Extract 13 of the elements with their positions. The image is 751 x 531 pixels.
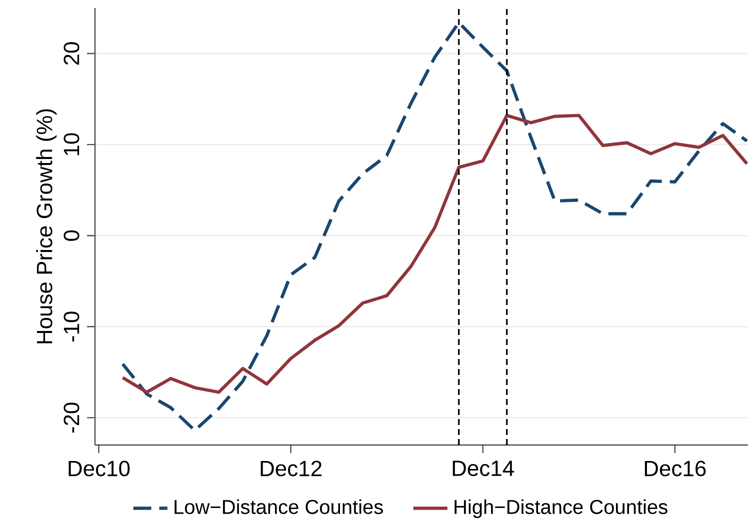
line-series [121, 114, 749, 394]
y-tick-label: -20 [64, 402, 80, 433]
y-tick-label: 20 [64, 42, 80, 65]
x-tick-label: Dec14 [452, 460, 514, 476]
x-tick-label: Dec10 [68, 460, 130, 476]
x-tick-label: Dec16 [644, 460, 706, 476]
x-tick-label: Dec12 [260, 460, 322, 476]
y-axis-title: House Price Growth (%) [36, 109, 57, 344]
legend-label: High−Distance Counties [454, 499, 668, 518]
y-tick-label: -10 [64, 312, 80, 342]
y-tick-label: 0 [64, 230, 80, 241]
legend-label: Low−Distance Counties [174, 499, 383, 514]
y-tick-label: 10 [64, 133, 80, 156]
